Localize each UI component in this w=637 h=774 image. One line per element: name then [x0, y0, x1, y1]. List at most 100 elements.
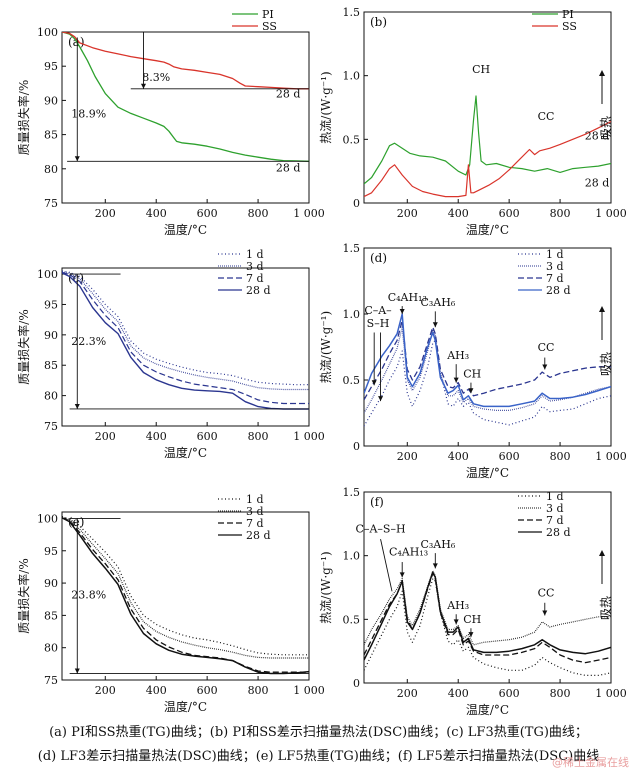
x-tick-label: 200: [397, 687, 418, 700]
y-tick-label: 80: [44, 390, 58, 403]
annotation-label: C₃AH₆: [420, 296, 455, 309]
x-tick-label: 200: [397, 207, 418, 220]
guide-arrow-head: [371, 380, 377, 386]
x-tick-label: 200: [95, 430, 116, 443]
x-axis-label: 温度/°C: [466, 702, 509, 717]
caption-line-2: (d) LF3差示扫描量热法(DSC)曲线；(e) LF5热重(TG)曲线；(f…: [37, 749, 600, 764]
x-tick-label: 400: [448, 450, 469, 463]
guide-arrow-head: [74, 668, 80, 674]
legend-label: 7 d: [546, 272, 564, 285]
legend-label: 3 d: [246, 260, 264, 273]
x-axis-label: 温度/°C: [466, 222, 509, 237]
series-line-3d: [364, 326, 611, 414]
series-line-28d: [364, 571, 611, 661]
guide-arrow-head: [74, 156, 80, 162]
endo-arrow-head: [599, 550, 605, 556]
legend-label: 3 d: [546, 260, 564, 273]
y-tick-label: 75: [44, 674, 58, 687]
x-tick-label: 600: [499, 450, 520, 463]
legend-label: 1 d: [546, 490, 564, 503]
x-tick-label: 600: [499, 687, 520, 700]
y-tick-label: 0: [353, 197, 360, 210]
guide-line: [380, 539, 393, 592]
annotation-label: 28 d: [585, 176, 610, 189]
x-tick-label: 400: [448, 207, 469, 220]
legend-label: 3 d: [546, 502, 564, 515]
plot-frame: [363, 247, 612, 447]
guide-arrow-head: [399, 572, 405, 578]
series-line-1d: [62, 270, 309, 386]
series-line-7d: [364, 572, 611, 664]
annotation-label: C₄AH₁₃: [389, 546, 428, 559]
watermark: @稀土金属在线: [552, 756, 629, 769]
y-tick-label: 80: [44, 163, 58, 176]
plot-frame: [363, 491, 612, 684]
x-tick-label: 1 000: [595, 207, 627, 220]
legend-label: 1 d: [246, 248, 264, 261]
legend-label: 1 d: [246, 493, 264, 506]
y-tick-label: 90: [44, 94, 58, 107]
series-line-3d: [62, 516, 309, 659]
y-axis-label: 热流/(W·g⁻¹): [319, 551, 333, 623]
x-tick-label: 600: [197, 207, 218, 220]
y-tick-label: 95: [44, 298, 58, 311]
series-line-PI: [364, 95, 611, 185]
annotation-label: CH: [472, 63, 490, 76]
guide-arrow-head: [468, 632, 474, 638]
series-line-3d: [62, 271, 309, 391]
x-tick-label: 800: [248, 430, 269, 443]
annotation-label: 8.3%: [142, 71, 170, 84]
y-axis-label: 质量损失率/%: [16, 309, 31, 384]
series-line-1d: [62, 515, 309, 656]
chart-panel-c: 200 400 600 800 1 000 75 80 85 90 95 100 温度/°C 质量损失率…: [16, 248, 325, 460]
x-tick-label: 1 000: [293, 430, 325, 443]
annotation-label: C–A–: [364, 304, 392, 317]
series-line-7d: [364, 319, 611, 401]
annotation-label: 22.3%: [71, 335, 106, 348]
annotation-label: CH: [463, 367, 481, 380]
annotation-label: CC: [538, 341, 555, 354]
series-line-3d: [364, 570, 611, 646]
legend-label: 7 d: [246, 517, 264, 530]
y-tick-label: 90: [44, 329, 58, 342]
annotation-label: 28 d: [276, 162, 301, 175]
x-tick-label: 1 000: [595, 450, 627, 463]
plot-frame: [61, 267, 310, 427]
x-tick-label: 600: [499, 207, 520, 220]
endo-label: 吸热: [599, 596, 613, 620]
annotation-label: 28 d: [585, 129, 610, 142]
x-tick-label: 200: [95, 207, 116, 220]
x-tick-label: 800: [550, 207, 571, 220]
x-tick-label: 400: [146, 207, 167, 220]
annotation-label: 23.8%: [71, 589, 106, 602]
annotation-label: CC: [538, 586, 555, 599]
y-tick-label: 0.5: [343, 613, 361, 626]
panel-label: (f): [370, 495, 384, 509]
panel-label: (b): [370, 15, 387, 29]
legend-label: 28 d: [246, 284, 271, 297]
series-line-7d: [62, 271, 309, 405]
panel-label: (d): [370, 251, 387, 265]
x-tick-label: 600: [197, 684, 218, 697]
legend-label: 28 d: [546, 526, 571, 539]
guide-arrow-head: [468, 388, 474, 394]
chart-panel-d: 200 400 600 800 1 000 0 0.5 1.0 1.5 温度/°C 热流/(W·g⁻…: [319, 242, 627, 480]
y-axis-label: 热流/(W·g⁻¹): [319, 311, 333, 383]
y-tick-label: 0: [353, 677, 360, 690]
y-axis-label: 质量损失率/%: [16, 80, 31, 155]
y-tick-label: 80: [44, 642, 58, 655]
y-tick-label: 0: [353, 440, 360, 453]
y-tick-label: 85: [44, 609, 58, 622]
legend-label: 28 d: [246, 529, 271, 542]
guide-arrow-head: [432, 563, 438, 569]
series-line-7d: [62, 517, 309, 673]
endo-label: 吸热: [599, 116, 613, 140]
y-tick-label: 95: [44, 60, 58, 73]
legend-label: 3 d: [246, 505, 264, 518]
annotation-label: 18.9%: [71, 108, 106, 121]
guide-arrow-head: [542, 364, 548, 370]
annotation-label: C₄AH₁₃: [388, 291, 427, 304]
y-tick-label: 85: [44, 129, 58, 142]
x-tick-label: 400: [146, 430, 167, 443]
